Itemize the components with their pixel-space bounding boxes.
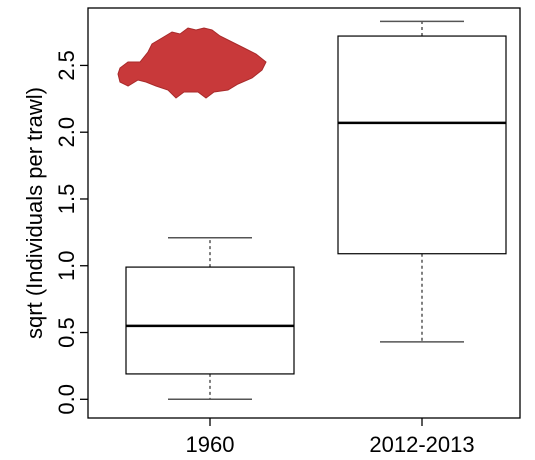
fish-icon: [117, 27, 267, 99]
x-tick-label: 2012-2013: [369, 432, 474, 457]
y-axis-label: sqrt (Individuals per trawl): [22, 87, 47, 339]
y-tick-label: 2.0: [54, 117, 79, 148]
box: [125, 266, 295, 375]
plot-frame: [87, 7, 521, 419]
y-tick-label: 2.5: [54, 50, 79, 81]
x-tick-label: 1960: [186, 432, 235, 457]
y-tick-label: 0.5: [54, 317, 79, 348]
y-tick-label: 1.0: [54, 250, 79, 281]
y-tick-label: 1.5: [54, 184, 79, 215]
box: [337, 35, 507, 255]
y-tick-label: 0.0: [54, 384, 79, 415]
